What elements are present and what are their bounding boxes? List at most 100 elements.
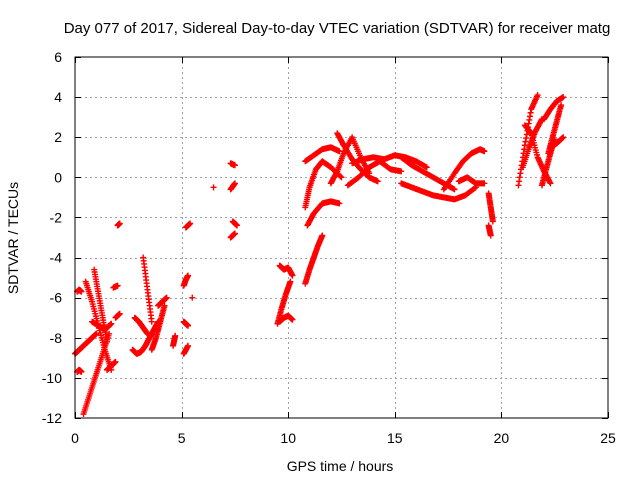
data-series-arc-18 xyxy=(180,342,191,357)
data-series-arc-48 xyxy=(541,94,567,123)
data-point-plus-marker xyxy=(187,220,194,227)
data-point-plus-marker xyxy=(547,180,554,187)
data-series-arc-38 xyxy=(349,152,430,171)
data-point-plus-marker xyxy=(112,358,119,365)
y-tick-label: -8 xyxy=(50,330,63,346)
data-series-arc-19 xyxy=(180,318,191,329)
data-series-arc-44 xyxy=(485,222,494,239)
chart-data-points xyxy=(72,92,567,417)
data-point-plus-marker xyxy=(163,294,170,301)
y-tick-label: 0 xyxy=(54,169,62,185)
axis-ticks xyxy=(75,57,609,419)
data-point-plus-marker xyxy=(336,200,343,207)
data-series-arc-22 xyxy=(182,220,194,231)
x-tick-label: 10 xyxy=(280,430,296,446)
data-series-arc-13 xyxy=(140,254,155,325)
y-tick-label: 4 xyxy=(54,89,62,105)
data-series-arc-25 xyxy=(227,180,238,193)
data-series-arc-39 xyxy=(398,154,458,193)
data-point-plus-marker xyxy=(116,310,123,317)
data-series-arc-11 xyxy=(114,220,123,229)
x-axis-tick-labels: 0 5 10 15 20 25 xyxy=(71,430,616,446)
data-point-plus-marker xyxy=(289,272,296,279)
data-series-arc-32 xyxy=(304,198,343,229)
data-point-plus-marker xyxy=(551,136,558,143)
data-point-plus-marker xyxy=(210,184,217,191)
data-point-plus-marker xyxy=(231,230,238,237)
data-point-plus-marker xyxy=(93,330,100,337)
x-axis-label: GPS time / hours xyxy=(287,458,394,474)
data-point-plus-marker xyxy=(398,168,405,175)
data-series-arc-23 xyxy=(210,184,217,191)
data-point-plus-marker xyxy=(161,302,168,309)
data-point-plus-marker xyxy=(471,185,478,192)
data-series-arc-40 xyxy=(398,180,479,203)
data-series-arc-03 xyxy=(74,366,85,375)
y-tick-label: -10 xyxy=(42,370,62,386)
data-point-plus-marker xyxy=(231,180,238,187)
data-series-arc-51 xyxy=(547,134,567,151)
data-point-plus-marker xyxy=(481,148,488,155)
data-series-arc-30 xyxy=(276,262,296,279)
y-tick-label: 2 xyxy=(54,129,62,145)
data-series-arc-16 xyxy=(155,294,170,309)
data-series-arc-41 xyxy=(440,146,488,193)
data-series-arc-17 xyxy=(170,332,179,349)
data-point-plus-marker xyxy=(338,174,345,181)
x-tick-label: 15 xyxy=(387,430,403,446)
data-point-plus-marker xyxy=(231,162,238,169)
data-series-arc-21 xyxy=(189,294,196,301)
data-point-plus-marker xyxy=(106,330,113,337)
data-point-plus-marker xyxy=(144,330,151,337)
data-point-plus-marker xyxy=(148,318,155,325)
data-series-arc-36 xyxy=(334,130,381,185)
data-point-plus-marker xyxy=(184,342,191,349)
data-point-plus-marker xyxy=(184,272,191,279)
data-point-plus-marker xyxy=(374,178,381,185)
data-series-arc-14 xyxy=(131,314,151,337)
data-series-arc-08 xyxy=(103,358,119,373)
data-series-arc-10 xyxy=(112,310,123,321)
data-point-plus-marker xyxy=(103,338,110,345)
y-tick-label: 6 xyxy=(54,49,62,65)
data-series-arc-28 xyxy=(274,278,294,327)
data-point-plus-marker xyxy=(337,173,344,180)
data-point-plus-marker xyxy=(451,186,458,193)
x-tick-label: 25 xyxy=(600,430,616,446)
data-series-arc-29 xyxy=(276,312,296,325)
data-series-arc-07 xyxy=(89,318,115,333)
data-point-plus-marker xyxy=(423,164,430,171)
data-point-plus-marker xyxy=(287,278,294,285)
data-series-arc-06 xyxy=(91,266,110,345)
data-point-plus-marker xyxy=(108,320,115,327)
data-point-plus-marker xyxy=(172,332,179,339)
y-tick-label: -2 xyxy=(50,209,63,225)
y-tick-label: -12 xyxy=(42,410,62,426)
data-point-plus-marker xyxy=(289,316,296,323)
data-point-plus-marker xyxy=(534,92,541,99)
y-tick-label: -6 xyxy=(50,290,63,306)
y-axis-tick-labels: -12 -10 -8 -6 -4 -2 0 2 4 6 xyxy=(42,49,62,426)
data-series-arc-09 xyxy=(110,282,121,291)
x-tick-label: 0 xyxy=(71,430,79,446)
data-series-arc-27 xyxy=(227,230,238,241)
y-tick-label: -4 xyxy=(50,250,63,266)
data-series-arc-43 xyxy=(485,190,496,225)
data-series-arc-20 xyxy=(180,272,191,289)
data-series-arc-02 xyxy=(74,286,85,295)
data-series-arc-34 xyxy=(302,144,343,165)
data-point-plus-marker xyxy=(560,134,567,141)
data-point-plus-marker xyxy=(481,180,488,187)
data-point-plus-marker xyxy=(78,368,85,375)
data-series-arc-26 xyxy=(229,218,241,229)
x-tick-label: 20 xyxy=(494,430,510,446)
data-point-plus-marker xyxy=(336,148,343,155)
data-series-arc-42 xyxy=(455,174,488,187)
data-point-plus-marker xyxy=(319,232,326,239)
plot-frame xyxy=(74,56,609,419)
data-series-arc-24 xyxy=(227,160,238,169)
data-series-arc-46 xyxy=(519,116,545,171)
y-axis-label: SDTVAR / TECUs xyxy=(5,182,21,294)
data-point-plus-marker xyxy=(558,102,565,109)
